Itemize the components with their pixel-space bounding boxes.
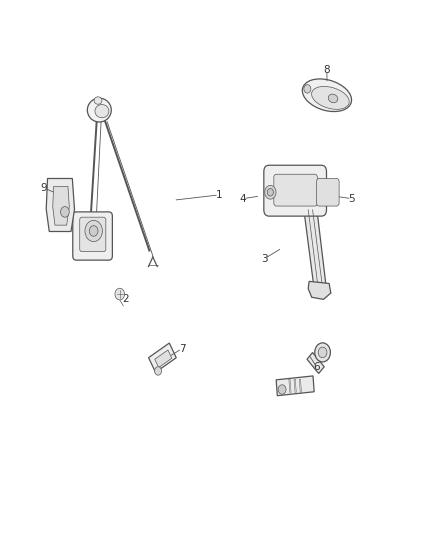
FancyBboxPatch shape (80, 217, 106, 252)
Circle shape (315, 343, 330, 362)
FancyBboxPatch shape (317, 179, 339, 206)
Text: 7: 7 (179, 344, 185, 354)
Circle shape (278, 385, 286, 394)
Polygon shape (155, 350, 172, 368)
Polygon shape (294, 379, 296, 392)
Text: 8: 8 (324, 66, 330, 75)
Circle shape (89, 225, 98, 236)
Circle shape (60, 207, 69, 217)
Circle shape (155, 367, 162, 375)
Polygon shape (276, 376, 314, 395)
Circle shape (318, 347, 327, 358)
Polygon shape (53, 187, 69, 225)
Circle shape (115, 288, 124, 300)
Polygon shape (289, 379, 291, 392)
Text: 6: 6 (314, 362, 320, 372)
Ellipse shape (302, 79, 352, 111)
Ellipse shape (87, 98, 111, 122)
Ellipse shape (94, 97, 102, 104)
Polygon shape (304, 210, 325, 290)
Ellipse shape (95, 104, 109, 118)
Polygon shape (308, 281, 331, 300)
Circle shape (304, 85, 311, 93)
Text: 4: 4 (240, 193, 246, 204)
Polygon shape (299, 379, 301, 392)
Text: 1: 1 (215, 190, 223, 200)
Polygon shape (307, 352, 324, 374)
Circle shape (85, 220, 102, 241)
Text: 9: 9 (41, 183, 47, 193)
FancyBboxPatch shape (73, 212, 113, 260)
Text: 3: 3 (261, 254, 268, 263)
FancyBboxPatch shape (264, 165, 326, 216)
Text: 5: 5 (349, 193, 355, 204)
Ellipse shape (328, 94, 338, 103)
Circle shape (265, 185, 276, 199)
Ellipse shape (311, 86, 349, 109)
Text: 2: 2 (122, 294, 129, 304)
Polygon shape (46, 179, 74, 231)
Circle shape (267, 189, 273, 196)
FancyBboxPatch shape (274, 174, 318, 206)
Polygon shape (148, 343, 176, 373)
